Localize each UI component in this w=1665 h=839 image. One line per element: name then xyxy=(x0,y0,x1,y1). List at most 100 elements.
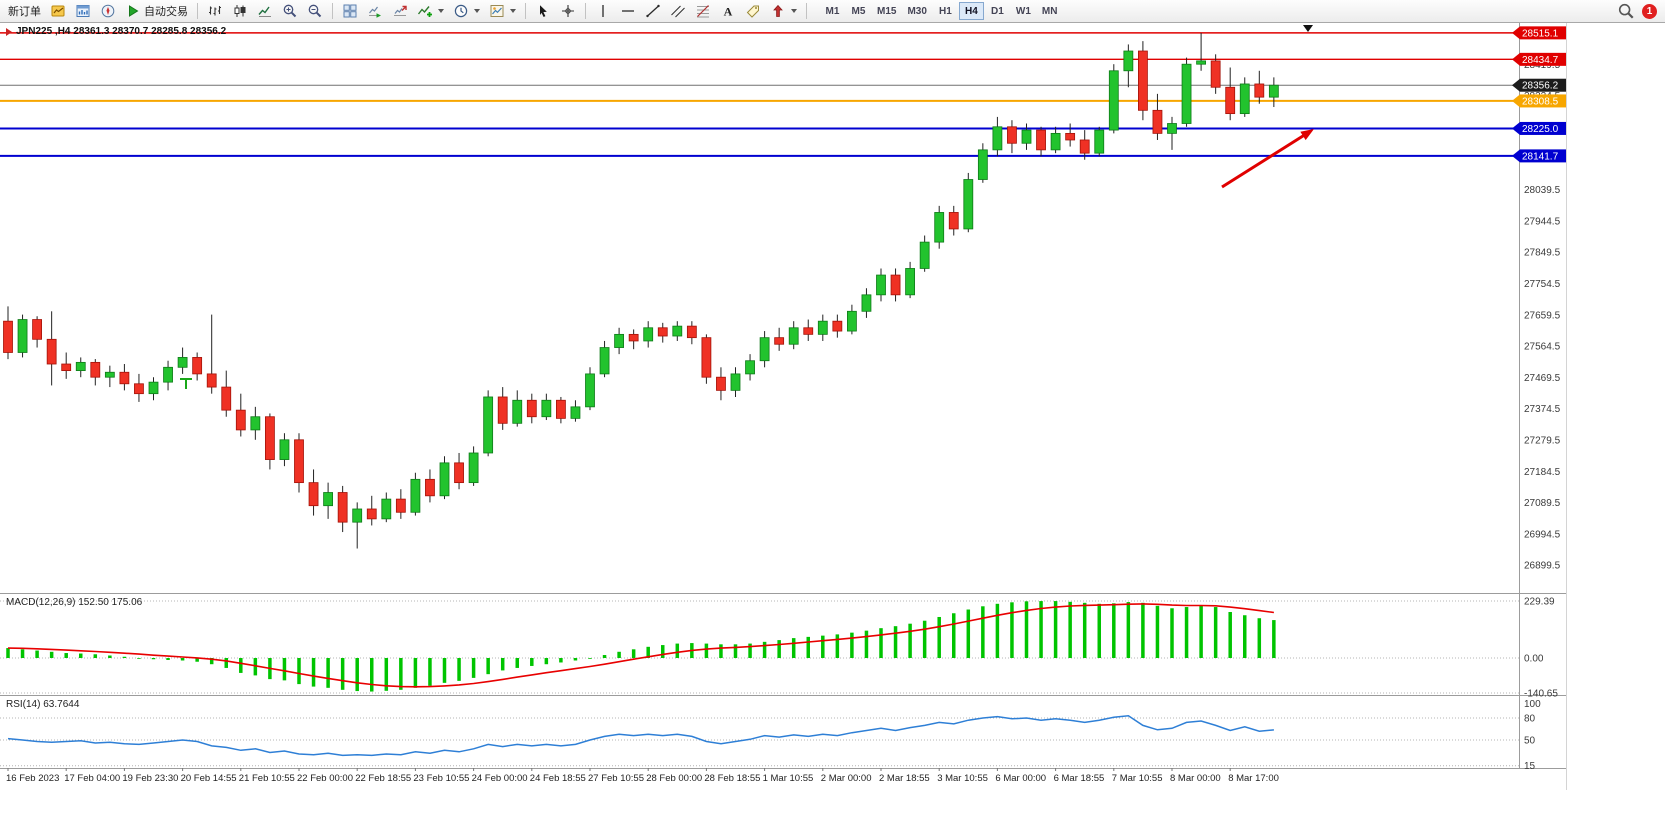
new-order-button[interactable]: 新订单 xyxy=(4,2,45,21)
rsi-indicator-label: RSI(14) 63.7644 xyxy=(6,699,80,710)
timeframe-m5[interactable]: M5 xyxy=(846,2,871,20)
svg-text:28515.1: 28515.1 xyxy=(1522,28,1559,39)
search-icon[interactable] xyxy=(1613,2,1639,21)
svg-text:27659.5: 27659.5 xyxy=(1524,310,1561,321)
one-click-trading-icon[interactable] xyxy=(6,27,12,36)
trend-arrow[interactable] xyxy=(1221,129,1314,189)
svg-text:8 Mar 00:00: 8 Mar 00:00 xyxy=(1170,773,1221,784)
svg-text:27279.5: 27279.5 xyxy=(1524,435,1561,446)
svg-text:50: 50 xyxy=(1524,736,1536,747)
svg-text:28225.0: 28225.0 xyxy=(1522,124,1559,135)
timeframe-h1[interactable]: H1 xyxy=(933,2,958,20)
svg-text:27754.5: 27754.5 xyxy=(1524,279,1561,290)
svg-text:6 Mar 00:00: 6 Mar 00:00 xyxy=(995,773,1046,784)
vertical-line-tool-icon[interactable] xyxy=(591,2,615,21)
svg-text:26994.5: 26994.5 xyxy=(1524,529,1561,540)
text-tool-icon[interactable]: A xyxy=(716,2,740,21)
price-axis[interactable]: 26899.5 26994.5 27089.5 27184.5 27279.5 27374… xyxy=(1524,29,1561,572)
svg-text:28 Feb 00:00: 28 Feb 00:00 xyxy=(646,773,702,784)
navigator-icon[interactable] xyxy=(96,2,120,21)
price-level-lines[interactable] xyxy=(0,32,1519,157)
svg-text:0.00: 0.00 xyxy=(1524,654,1544,665)
equidistant-channel-tool-icon[interactable] xyxy=(666,2,690,21)
svg-text:16 Feb 2023: 16 Feb 2023 xyxy=(6,773,59,784)
timeframe-m30[interactable]: M30 xyxy=(902,2,931,20)
macd-signal-line xyxy=(7,603,1275,688)
candlestick-mode-icon[interactable] xyxy=(228,2,252,21)
svg-text:27 Feb 10:55: 27 Feb 10:55 xyxy=(588,773,644,784)
periods-button[interactable] xyxy=(449,2,484,21)
time-axis[interactable]: 16 Feb 2023 17 Feb 04:00 19 Feb 23:30 20 Fe… xyxy=(6,768,1279,784)
timeframe-d1[interactable]: D1 xyxy=(985,2,1010,20)
macd-indicator-label: MACD(12,26,9) 152.50 175.06 xyxy=(6,597,143,608)
trendline-tool-icon[interactable] xyxy=(641,2,665,21)
templates-button[interactable] xyxy=(485,2,520,21)
bar-chart-mode-icon[interactable] xyxy=(203,2,227,21)
svg-text:2 Mar 18:55: 2 Mar 18:55 xyxy=(879,773,930,784)
indicators-button[interactable] xyxy=(413,2,448,21)
svg-text:100: 100 xyxy=(1524,699,1541,710)
svg-text:28039.5: 28039.5 xyxy=(1524,185,1561,196)
line-chart-mode-icon[interactable] xyxy=(253,2,277,21)
svg-text:22 Feb 00:00: 22 Feb 00:00 xyxy=(297,773,353,784)
svg-text:229.39: 229.39 xyxy=(1524,596,1555,607)
auto-scroll-icon[interactable] xyxy=(363,2,387,21)
tile-windows-icon[interactable] xyxy=(338,2,362,21)
chart-shift-icon[interactable] xyxy=(388,2,412,21)
svg-text:3 Mar 10:55: 3 Mar 10:55 xyxy=(937,773,988,784)
autotrading-label: 自动交易 xyxy=(144,6,188,18)
autotrading-button[interactable]: 自动交易 xyxy=(121,2,192,21)
chart-object-markers[interactable] xyxy=(180,25,1313,389)
svg-text:1 Mar 10:55: 1 Mar 10:55 xyxy=(763,773,814,784)
svg-text:21 Feb 10:55: 21 Feb 10:55 xyxy=(239,773,295,784)
cursor-icon[interactable] xyxy=(531,2,555,21)
market-watch-icon[interactable] xyxy=(46,2,70,21)
svg-text:28141.7: 28141.7 xyxy=(1522,151,1559,162)
svg-text:24 Feb 00:00: 24 Feb 00:00 xyxy=(472,773,528,784)
svg-text:28434.7: 28434.7 xyxy=(1522,55,1559,66)
timeframe-w1[interactable]: W1 xyxy=(1011,2,1036,20)
timeframe-m15[interactable]: M15 xyxy=(872,2,901,20)
horizontal-line-tool-icon[interactable] xyxy=(616,2,640,21)
svg-text:27089.5: 27089.5 xyxy=(1524,498,1561,509)
zoom-in-icon[interactable] xyxy=(278,2,302,21)
toolbar-separator xyxy=(332,3,333,19)
svg-text:28308.5: 28308.5 xyxy=(1522,96,1559,107)
arrows-tool-button[interactable] xyxy=(766,2,801,21)
dropdown-caret[interactable] xyxy=(438,9,444,13)
bar-marker-icon xyxy=(1303,25,1313,32)
svg-text:17 Feb 04:00: 17 Feb 04:00 xyxy=(64,773,120,784)
macd-panel: 229.39 0.00 -140.65 xyxy=(0,596,1558,699)
text-label-tool-icon[interactable] xyxy=(741,2,765,21)
svg-text:8 Mar 17:00: 8 Mar 17:00 xyxy=(1228,773,1279,784)
dropdown-caret[interactable] xyxy=(510,9,516,13)
template-icon xyxy=(489,3,505,19)
zoom-out-icon[interactable] xyxy=(303,2,327,21)
fibonacci-tool-icon[interactable] xyxy=(691,2,715,21)
dropdown-caret[interactable] xyxy=(791,9,797,13)
svg-text:6 Mar 18:55: 6 Mar 18:55 xyxy=(1054,773,1105,784)
data-window-icon[interactable] xyxy=(71,2,95,21)
macd-histogram xyxy=(6,601,1276,692)
crosshair-icon[interactable] xyxy=(556,2,580,21)
notification-badge[interactable]: 1 xyxy=(1642,3,1657,19)
arrow-object-icon xyxy=(770,3,786,19)
panel-borders xyxy=(0,23,1567,790)
toolbar-separator xyxy=(197,3,198,19)
timeframe-h4[interactable]: H4 xyxy=(958,2,984,20)
rsi-line xyxy=(7,715,1274,757)
svg-text:28356.2: 28356.2 xyxy=(1522,81,1559,92)
toolbar-separator xyxy=(806,3,807,19)
svg-text:27944.5: 27944.5 xyxy=(1524,216,1561,227)
timeframe-m1[interactable]: M1 xyxy=(820,2,845,20)
timeframe-mn[interactable]: MN xyxy=(1037,2,1063,20)
timeframe-group: M1 M5 M15 M30 H1 H4 D1 W1 MN xyxy=(820,2,1062,20)
dropdown-caret[interactable] xyxy=(474,9,480,13)
rsi-panel: 100 80 50 15 xyxy=(0,699,1541,772)
svg-text:20 Feb 14:55: 20 Feb 14:55 xyxy=(181,773,237,784)
svg-text:2 Mar 00:00: 2 Mar 00:00 xyxy=(821,773,872,784)
svg-text:19 Feb 23:30: 19 Feb 23:30 xyxy=(122,773,178,784)
svg-text:7 Mar 10:55: 7 Mar 10:55 xyxy=(1112,773,1163,784)
